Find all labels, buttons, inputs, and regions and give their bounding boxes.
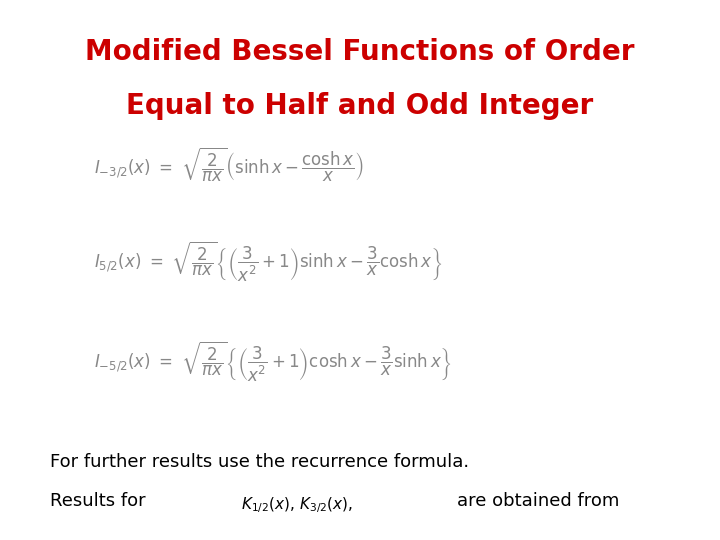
- Text: Modified Bessel Functions of Order: Modified Bessel Functions of Order: [85, 38, 635, 66]
- Text: are obtained from: are obtained from: [457, 492, 620, 510]
- Text: $I_{-3/2}(x) \ = \ \sqrt{\dfrac{2}{\pi x}}\left(\sinh x - \dfrac{\cosh x}{x}\rig: $I_{-3/2}(x) \ = \ \sqrt{\dfrac{2}{\pi x…: [94, 145, 364, 184]
- Text: $K_{1/2}(x),\, K_{3/2}(x),$: $K_{1/2}(x),\, K_{3/2}(x),$: [241, 495, 354, 515]
- Text: Results for: Results for: [50, 492, 146, 510]
- Text: For further results use the recurrence formula.: For further results use the recurrence f…: [50, 453, 469, 471]
- Text: $I_{-5/2}(x) \ = \ \sqrt{\dfrac{2}{\pi x}}\left\{\left(\dfrac{3}{x^2}+1\right)\c: $I_{-5/2}(x) \ = \ \sqrt{\dfrac{2}{\pi x…: [94, 340, 451, 384]
- Text: Equal to Half and Odd Integer: Equal to Half and Odd Integer: [127, 92, 593, 120]
- Text: $I_{5/2}(x) \ = \ \sqrt{\dfrac{2}{\pi x}}\left\{\left(\dfrac{3}{x^2}+1\right)\si: $I_{5/2}(x) \ = \ \sqrt{\dfrac{2}{\pi x}…: [94, 240, 442, 284]
